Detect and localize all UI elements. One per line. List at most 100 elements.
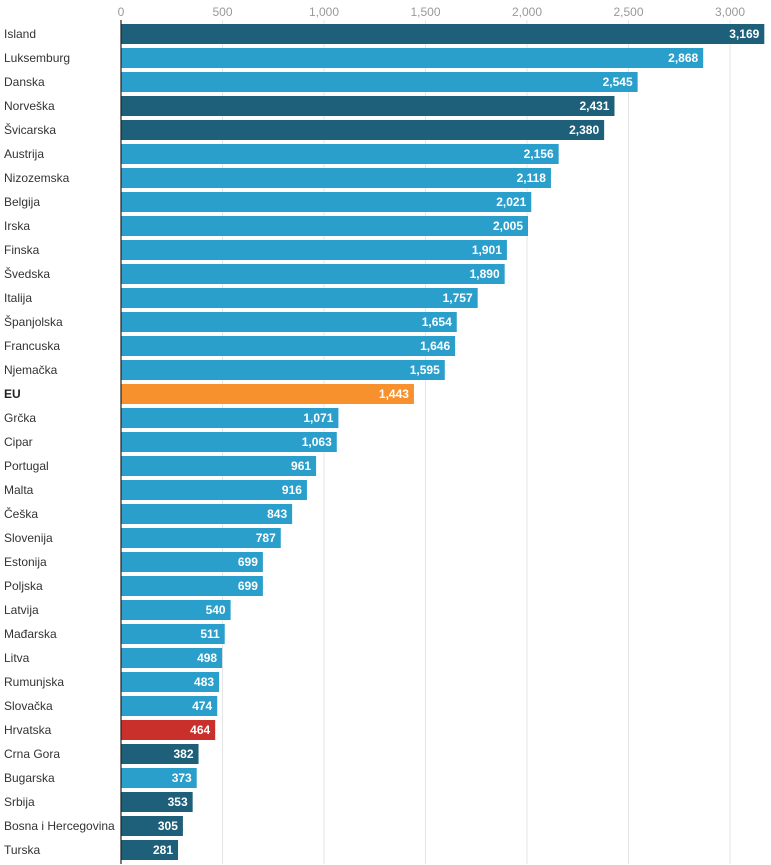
category-label: Italija (4, 291, 32, 305)
value-label: 2,156 (524, 147, 554, 161)
value-label: 2,868 (668, 51, 698, 65)
bar-francuska (121, 336, 456, 356)
value-label: 1,757 (443, 291, 473, 305)
value-label: 1,890 (470, 267, 500, 281)
bar-slovenija (121, 528, 281, 548)
value-label: 353 (168, 795, 188, 809)
category-label: Češka (4, 506, 38, 521)
x-tick-label: 2,000 (512, 5, 542, 19)
bar-malta (121, 480, 307, 500)
category-label: Francuska (4, 339, 60, 353)
bar-italija (121, 288, 478, 308)
bar-slovačka (121, 696, 218, 716)
value-label: 498 (197, 651, 217, 665)
category-label: Irska (4, 219, 30, 233)
category-label: Estonija (4, 555, 47, 569)
value-label: 961 (291, 459, 311, 473)
bar-portugal (121, 456, 317, 476)
value-label: 1,901 (472, 243, 502, 257)
value-label: 1,595 (410, 363, 440, 377)
category-label: Bugarska (4, 771, 55, 785)
bar-rumunjska (121, 672, 220, 692)
value-label: 1,063 (302, 435, 332, 449)
value-label: 1,646 (420, 339, 450, 353)
bar-litva (121, 648, 223, 668)
bar-španjolska (121, 312, 457, 332)
category-label: Grčka (4, 411, 36, 425)
bar-belgija (121, 192, 532, 212)
bar-eu (121, 384, 414, 404)
value-label: 305 (158, 819, 178, 833)
value-label: 2,545 (603, 75, 633, 89)
category-label: Hrvatska (4, 723, 52, 737)
bar-grčka (121, 408, 339, 428)
category-label: Njemačka (4, 363, 58, 377)
bar-island (121, 24, 765, 44)
bar-irska (121, 216, 529, 236)
category-label: Austrija (4, 147, 44, 161)
value-label: 511 (200, 627, 220, 641)
category-label: Slovačka (4, 699, 53, 713)
value-label: 2,021 (496, 195, 526, 209)
value-label: 1,071 (303, 411, 333, 425)
category-label: Švicarska (4, 122, 56, 137)
value-label: 483 (194, 675, 214, 689)
category-label: EU (4, 387, 21, 401)
category-label: Nizozemska (4, 171, 70, 185)
bar-poljska (121, 576, 263, 596)
bar-latvija (121, 600, 231, 620)
value-label: 464 (190, 723, 210, 737)
bar-švicarska (121, 120, 605, 140)
x-tick-label: 2,500 (613, 5, 643, 19)
value-label: 2,431 (579, 99, 609, 113)
category-label: Danska (4, 75, 45, 89)
x-tick-label: 3,000 (715, 5, 745, 19)
bar-švedska (121, 264, 505, 284)
category-label: Švedska (4, 266, 50, 281)
value-label: 916 (282, 483, 302, 497)
category-label: Luksemburg (4, 51, 70, 65)
bar-bosna-i-hercegovina (121, 816, 183, 836)
value-label: 540 (206, 603, 226, 617)
bar-luksemburg (121, 48, 704, 68)
category-label: Srbija (4, 795, 35, 809)
category-label: Litva (4, 651, 30, 665)
bar-finska (121, 240, 507, 260)
category-label: Finska (4, 243, 40, 257)
category-label: Island (4, 27, 36, 41)
value-label: 2,118 (517, 171, 547, 185)
category-label: Malta (4, 483, 34, 497)
bar-crna-gora (121, 744, 199, 764)
category-label: Španjolska (4, 314, 63, 329)
category-label: Rumunjska (4, 675, 64, 689)
value-label: 843 (267, 507, 287, 521)
bar-nizozemska (121, 168, 551, 188)
value-label: 2,005 (493, 219, 523, 233)
value-label: 1,443 (379, 387, 409, 401)
category-label: Turska (4, 843, 41, 857)
bar-turska (121, 840, 179, 860)
value-label: 3,169 (729, 27, 759, 41)
category-label: Poljska (4, 579, 43, 593)
category-label: Slovenija (4, 531, 53, 545)
x-tick-label: 500 (212, 5, 232, 19)
category-label: Bosna i Hercegovina (4, 819, 115, 833)
bar-estonija (121, 552, 263, 572)
category-label: Mađarska (4, 627, 57, 641)
category-label: Latvija (4, 603, 39, 617)
value-label: 2,380 (569, 123, 599, 137)
bar-austrija (121, 144, 559, 164)
value-label: 373 (172, 771, 192, 785)
bar-mađarska (121, 624, 225, 644)
x-tick-label: 1,500 (410, 5, 440, 19)
bar-češka (121, 504, 293, 524)
value-label: 699 (238, 555, 258, 569)
bar-njemačka (121, 360, 445, 380)
value-label: 699 (238, 579, 258, 593)
category-label: Norveška (4, 99, 55, 113)
x-tick-label: 0 (118, 5, 125, 19)
bar-srbija (121, 792, 193, 812)
bar-cipar (121, 432, 337, 452)
bar-hrvatska (121, 720, 216, 740)
